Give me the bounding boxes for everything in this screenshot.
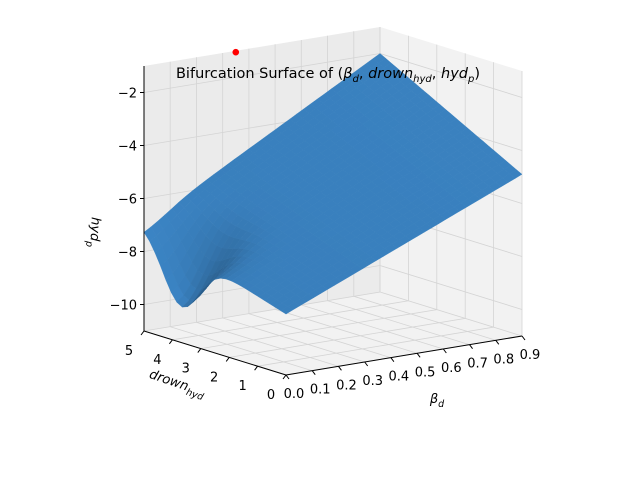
- z-tick-label: −2: [118, 87, 137, 102]
- tick-marks: [140, 92, 526, 380]
- marker-layer: [232, 48, 240, 56]
- x-tick: [364, 361, 369, 367]
- x-tick: [469, 344, 473, 349]
- x-tick: [390, 357, 395, 362]
- x-tick-label: 0.3: [362, 374, 383, 389]
- chart-title: Bifurcation Surface of (βd, drownhyd, hy…: [176, 66, 480, 85]
- marker-point: [232, 48, 240, 56]
- x-tick: [416, 353, 421, 358]
- x-tick-label: 0.7: [467, 357, 488, 372]
- z-grid-line: [143, 265, 523, 310]
- x-tick: [311, 370, 316, 375]
- y-tick-label: 1: [238, 379, 246, 394]
- x-axis-line: [285, 335, 523, 376]
- tick-labels: 0.0 0.1 0.2 0.3 0.4 0.5 0.6 0.7 0.8 0.9 0 1 2 3 4 5 −2 −4…: [110, 87, 541, 404]
- surface-patch: [509, 169, 523, 179]
- x-tick-label: 0.9: [520, 348, 541, 363]
- y-tick: [140, 330, 145, 336]
- x-tick: [285, 374, 290, 380]
- y-tick-label: 4: [153, 353, 161, 368]
- x-tick: [521, 335, 526, 341]
- y-tick-label: 5: [125, 344, 133, 359]
- surface-mesh: [143, 53, 523, 315]
- z-tick-label: −4: [118, 140, 137, 155]
- y-tick: [197, 348, 202, 353]
- y-tick-label: 0: [267, 388, 275, 403]
- x-tick-label: 0.4: [389, 370, 410, 385]
- x-axis-label: βd: [429, 392, 445, 410]
- x-tick: [495, 340, 500, 345]
- x-tick-label: 0.2: [336, 378, 357, 393]
- floor-pane: [144, 292, 522, 375]
- z-tick-label: −8: [118, 246, 137, 261]
- x-tick-label: 0.5: [415, 365, 436, 380]
- x-tick: [338, 366, 342, 371]
- y-axis-label: drownhyd: [146, 367, 208, 403]
- x-tick-label: 0.8: [493, 352, 514, 367]
- x-tick-label: 0.0: [284, 387, 305, 402]
- y-tick: [168, 339, 173, 345]
- y-tick-label: 2: [210, 370, 218, 385]
- z-axis-label: hydp: [83, 217, 103, 248]
- y-tick: [282, 374, 287, 380]
- y-tick: [225, 357, 230, 362]
- x-tick-label: 0.1: [310, 383, 331, 398]
- x-tick: [442, 348, 447, 354]
- z-tick-label: −10: [110, 299, 137, 314]
- x-tick-label: 0.6: [441, 361, 462, 376]
- y-tick: [254, 365, 259, 371]
- y-axis-line: [143, 330, 287, 376]
- z-tick-label: −6: [118, 193, 137, 208]
- y-tick-label: 3: [182, 362, 190, 377]
